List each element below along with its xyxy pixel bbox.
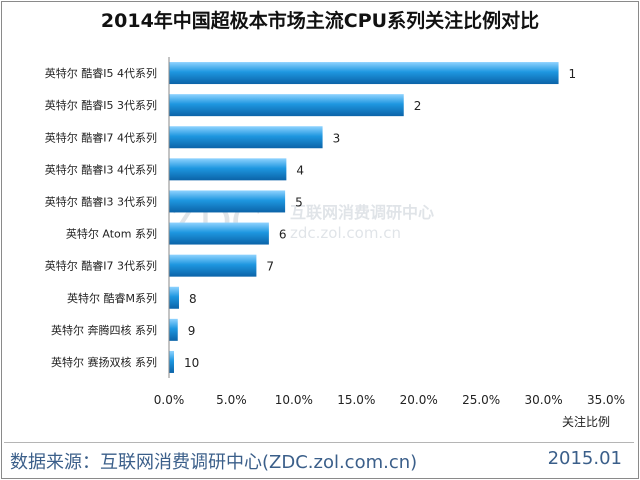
rank-label-10: 10 xyxy=(184,356,199,370)
category-label-9: 英特尔 奔腾四核 系列 xyxy=(51,323,157,337)
x-tick-label-4: 15.0% xyxy=(337,393,375,407)
bar-2 xyxy=(169,94,404,117)
rank-label-9: 9 xyxy=(188,324,196,338)
rank-label-2: 2 xyxy=(414,99,422,113)
rank-label-1: 1 xyxy=(569,67,577,81)
bar-3 xyxy=(169,126,323,149)
bar-8 xyxy=(169,286,179,309)
bar-5 xyxy=(169,190,286,213)
category-label-4: 英特尔 酷睿I3 4代系列 xyxy=(45,162,157,176)
x-tick-label-6: 25.0% xyxy=(462,393,500,407)
footer-date: 2015.01 xyxy=(547,448,622,469)
x-tick-label-7: 30.0% xyxy=(525,393,563,407)
rank-label-5: 5 xyxy=(295,195,303,209)
x-tick-label-5: 20.0% xyxy=(400,393,438,407)
x-tick-label-1: 0.0% xyxy=(154,393,185,407)
footer-divider xyxy=(4,442,634,443)
category-label-2: 英特尔 酷睿I5 3代系列 xyxy=(45,98,157,112)
rank-label-6: 6 xyxy=(279,228,287,242)
rank-label-3: 3 xyxy=(333,131,341,145)
chart-title: 2014年中国超极本市场主流CPU系列关注比例对比 xyxy=(100,10,540,32)
bar-10 xyxy=(169,350,174,373)
category-label-7: 英特尔 酷睿I7 3代系列 xyxy=(45,259,157,273)
footer-source: 数据来源：互联网消费调研中心(ZDC.zol.com.cn) xyxy=(10,452,418,473)
category-label-5: 英特尔 酷睿I3 3代系列 xyxy=(45,194,157,208)
rank-label-8: 8 xyxy=(189,292,197,306)
category-label-3: 英特尔 酷睿I7 4代系列 xyxy=(45,130,157,144)
bar-7 xyxy=(169,254,257,277)
x-tick-label-8: 35.0% xyxy=(587,393,625,407)
rank-label-4: 4 xyxy=(296,163,304,177)
rank-label-7: 7 xyxy=(266,260,274,274)
watermark-url: zdc.zol.com.cn xyxy=(290,224,401,242)
x-tick-label-3: 10.0% xyxy=(275,393,313,407)
footer: 数据来源：互联网消费调研中心(ZDC.zol.com.cn) 2015.01 xyxy=(0,446,640,480)
watermark-cn: 互联网消费调研中心 xyxy=(290,203,434,222)
bar-9 xyxy=(169,318,178,341)
category-label-8: 英特尔 酷睿M系列 xyxy=(67,291,157,305)
bar-6 xyxy=(169,222,269,245)
x-tick-label-2: 5.0% xyxy=(216,393,247,407)
category-label-6: 英特尔 Atom 系列 xyxy=(66,227,157,241)
category-label-1: 英特尔 酷睿I5 4代系列 xyxy=(45,66,157,80)
bar-1 xyxy=(169,62,559,85)
bar-4 xyxy=(169,158,287,181)
category-label-10: 英特尔 赛扬双核 系列 xyxy=(51,355,157,369)
x-axis-label: 关注比例 xyxy=(562,414,610,429)
